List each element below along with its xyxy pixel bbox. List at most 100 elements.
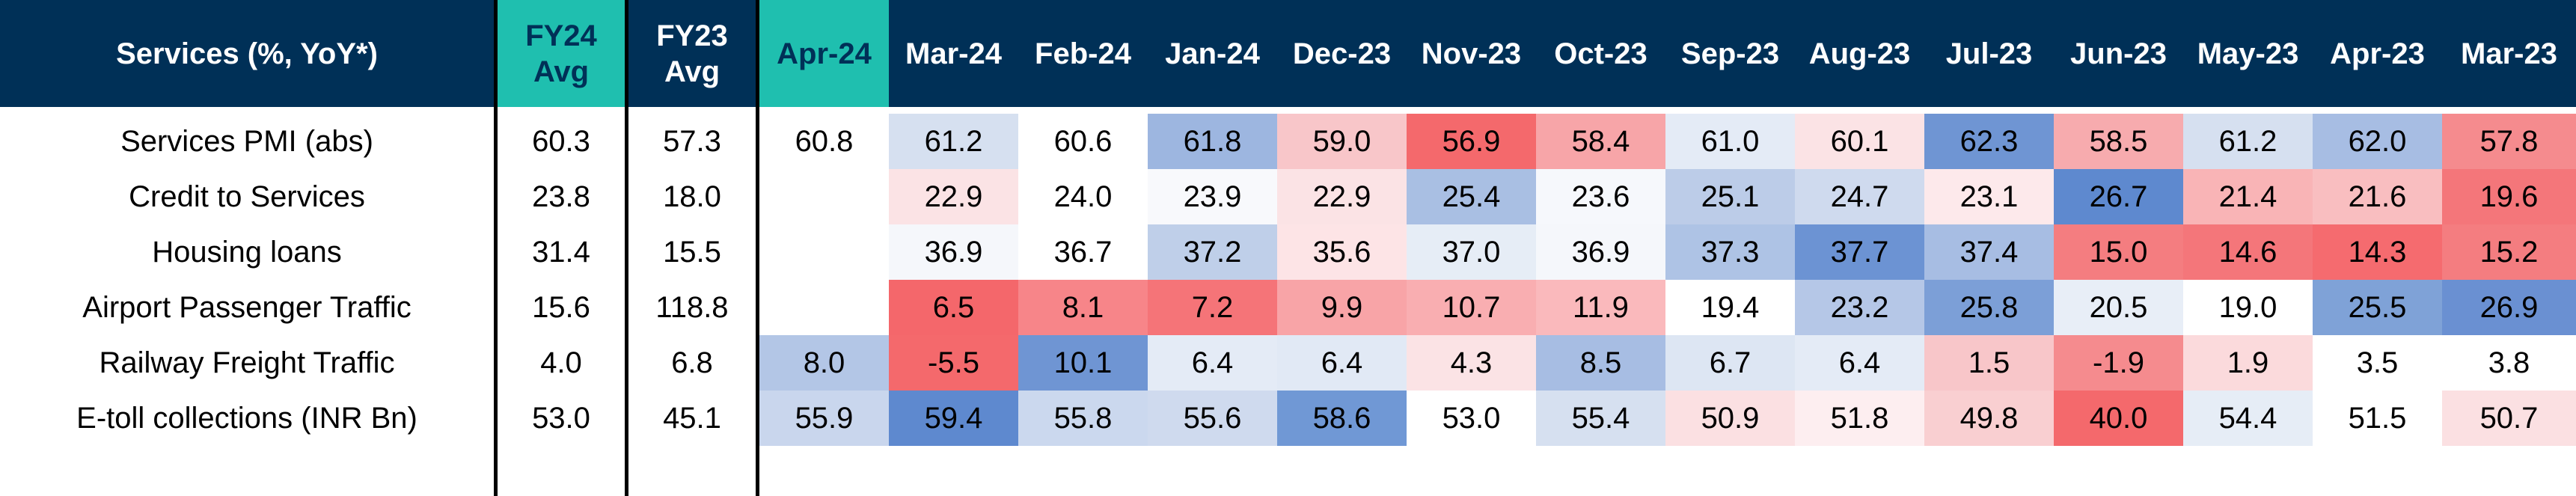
row-label: Housing loans [152,235,342,269]
month-header-jan-24: Jan-24 [1148,0,1277,107]
month-header-mar-23: Mar-23 [2442,0,2576,107]
heatmap-cell: 19.4 [1665,280,1795,335]
heatmap-cell: 62.3 [1924,114,2054,169]
heatmap-cell: 25.8 [1924,280,2054,335]
heatmap-cell: -1.9 [2054,335,2183,391]
heatmap-cell: 23.6 [1536,169,1665,224]
fy24-avg-cell: 60.3 [532,124,590,158]
fy24-header-line1: FY24 [525,19,597,52]
heatmap-cell: 36.9 [889,224,1018,280]
heatmap-cell: 26.7 [2054,169,2183,224]
heatmap-cell: 50.7 [2442,391,2576,446]
heatmap-cell: 15.0 [2054,224,2183,280]
month-header-oct-23: Oct-23 [1536,0,1665,107]
heatmap-cell: 14.3 [2313,224,2442,280]
heatmap-cell: 55.8 [1018,391,1148,446]
heatmap-cell: 15.2 [2442,224,2576,280]
heatmap-cell: 6.7 [1665,335,1795,391]
fy24-avg-cell: 4.0 [540,346,582,379]
heatmap-cell: 7.2 [1148,280,1277,335]
heatmap-cell: 20.5 [2054,280,2183,335]
heatmap-cell: 6.4 [1148,335,1277,391]
heatmap-cell: 50.9 [1665,391,1795,446]
fy23-avg-cell: 6.8 [671,346,713,379]
heatmap-cell: 55.6 [1148,391,1277,446]
fy23-avg-cell: 18.0 [663,180,721,213]
month-header-sep-23: Sep-23 [1665,0,1795,107]
heatmap-cell: 19.6 [2442,169,2576,224]
heatmap-cell: 19.0 [2183,280,2313,335]
row-label: Airport Passenger Traffic [82,290,412,324]
row-label: Credit to Services [129,180,365,213]
fy23-avg-cell: 15.5 [663,235,721,269]
heatmap-cell: 4.3 [1407,335,1536,391]
heatmap-cell: 25.4 [1407,169,1536,224]
fy23-avg-cell: 57.3 [663,124,721,158]
heatmap-cell: 6.5 [889,280,1018,335]
heatmap-cell: 21.4 [2183,169,2313,224]
fy24-avg-cell: 53.0 [532,401,590,435]
heatmap-cell: 8.0 [759,335,889,391]
heatmap-cell: 8.1 [1018,280,1148,335]
month-header-may-23: May-23 [2183,0,2313,107]
row-label: Services PMI (abs) [120,124,373,158]
heatmap-cell: 37.2 [1148,224,1277,280]
heatmap-cell: 37.3 [1665,224,1795,280]
month-header-feb-24: Feb-24 [1018,0,1148,107]
fy23-avg-cell: 118.8 [655,290,729,324]
heatmap-cell: 37.0 [1407,224,1536,280]
heatmap-cell: 61.0 [1665,114,1795,169]
heatmap-cell: 60.6 [1018,114,1148,169]
heatmap-cell: 21.6 [2313,169,2442,224]
heatmap-cell: 6.4 [1277,335,1407,391]
month-header-mar-24: Mar-24 [889,0,1018,107]
heatmap-cell: 36.7 [1018,224,1148,280]
heatmap-cell: 9.9 [1277,280,1407,335]
heatmap-cell: 37.4 [1924,224,2054,280]
heatmap-cell: 58.5 [2054,114,2183,169]
heatmap-cell: 24.0 [1018,169,1148,224]
heatmap-cell: 55.4 [1536,391,1665,446]
heatmap-cell [759,169,889,224]
heatmap-cell: 59.4 [889,391,1018,446]
heatmap-cell: 25.5 [2313,280,2442,335]
heatmap-cell: 62.0 [2313,114,2442,169]
separator-after-fy23 [756,0,759,496]
month-header-nov-23: Nov-23 [1407,0,1536,107]
heatmap-cell: 61.2 [2183,114,2313,169]
month-header-aug-23: Aug-23 [1795,0,1924,107]
heatmap-cell: 57.8 [2442,114,2576,169]
month-header-jun-23: Jun-23 [2054,0,2183,107]
heatmap-cell: 1.5 [1924,335,2054,391]
heatmap-cell: 59.0 [1277,114,1407,169]
heatmap-cell: 6.4 [1795,335,1924,391]
fy23-header-line2: Avg [664,55,721,88]
fy23-header-line1: FY23 [656,19,728,52]
heatmap-cell: 23.2 [1795,280,1924,335]
heatmap-cell: 35.6 [1277,224,1407,280]
heatmap-cell: 61.2 [889,114,1018,169]
heatmap-cell: 11.9 [1536,280,1665,335]
table-title-header: Services (%, YoY*) [0,0,494,107]
heatmap-cell: 23.9 [1148,169,1277,224]
heatmap-cell: 56.9 [1407,114,1536,169]
fy24-avg-cell: 31.4 [532,235,590,269]
heatmap-cell: 55.9 [759,391,889,446]
heatmap-cell: 37.7 [1795,224,1924,280]
heatmap-cell: 49.8 [1924,391,2054,446]
heatmap-cell: 3.8 [2442,335,2576,391]
heatmap-cell: 22.9 [889,169,1018,224]
heatmap-cell: 54.4 [2183,391,2313,446]
heatmap-cell: -5.5 [889,335,1018,391]
heatmap-cell: 58.6 [1277,391,1407,446]
separator-after-labels [494,0,498,496]
month-header-dec-23: Dec-23 [1277,0,1407,107]
heatmap-cell: 10.7 [1407,280,1536,335]
heatmap-cell: 14.6 [2183,224,2313,280]
fy24-header-line2: Avg [533,55,590,88]
heatmap-cell: 36.9 [1536,224,1665,280]
heatmap-cell: 8.5 [1536,335,1665,391]
month-header-apr-23: Apr-23 [2313,0,2442,107]
heatmap-cell: 53.0 [1407,391,1536,446]
heatmap-cell: 58.4 [1536,114,1665,169]
